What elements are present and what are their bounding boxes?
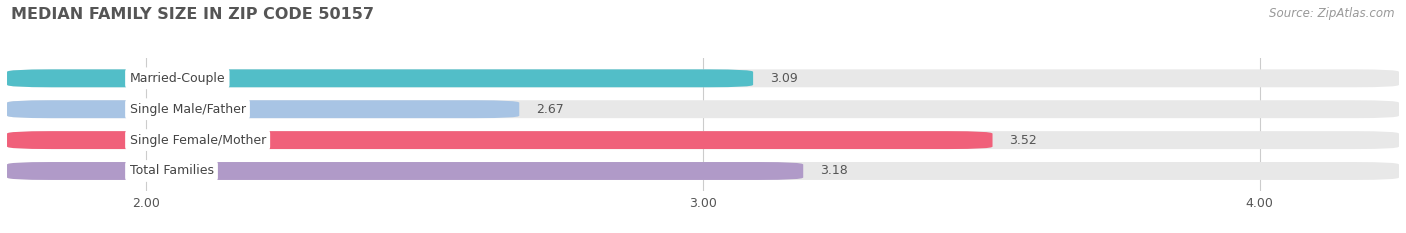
Text: 3.09: 3.09: [770, 72, 797, 85]
Text: 3.52: 3.52: [1010, 134, 1038, 147]
Text: Source: ZipAtlas.com: Source: ZipAtlas.com: [1270, 7, 1395, 20]
Text: Total Families: Total Families: [129, 164, 214, 178]
FancyBboxPatch shape: [7, 69, 754, 87]
FancyBboxPatch shape: [7, 162, 1399, 180]
Text: 2.67: 2.67: [536, 103, 564, 116]
FancyBboxPatch shape: [7, 162, 803, 180]
FancyBboxPatch shape: [7, 100, 519, 118]
Text: Single Female/Mother: Single Female/Mother: [129, 134, 266, 147]
Text: Married-Couple: Married-Couple: [129, 72, 225, 85]
FancyBboxPatch shape: [7, 100, 1399, 118]
Text: Single Male/Father: Single Male/Father: [129, 103, 246, 116]
Text: 3.18: 3.18: [820, 164, 848, 178]
Text: MEDIAN FAMILY SIZE IN ZIP CODE 50157: MEDIAN FAMILY SIZE IN ZIP CODE 50157: [11, 7, 374, 22]
FancyBboxPatch shape: [7, 69, 1399, 87]
FancyBboxPatch shape: [7, 131, 1399, 149]
FancyBboxPatch shape: [7, 131, 993, 149]
